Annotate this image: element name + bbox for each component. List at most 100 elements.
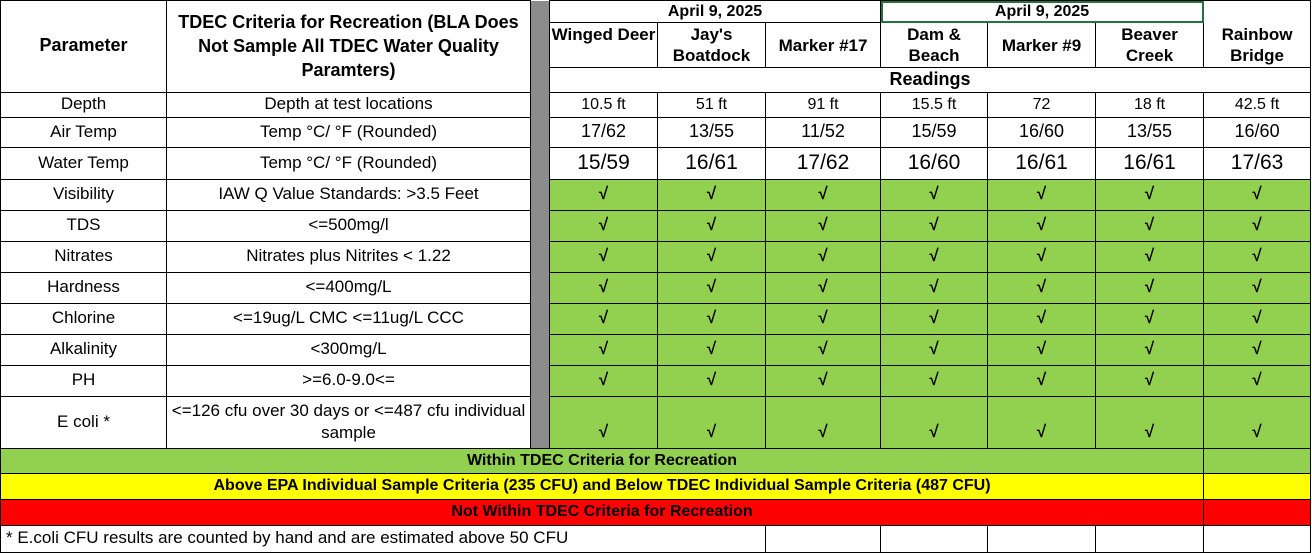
check-cell[interactable]: √ [1203,178,1312,211]
check-cell[interactable]: √ [549,271,658,304]
check-cell[interactable]: √ [880,395,989,449]
check-cell[interactable]: √ [1203,209,1312,242]
check-cell[interactable]: √ [1095,395,1205,449]
cell-value[interactable]: 18 ft [1095,91,1205,118]
check-cell[interactable]: √ [880,178,989,211]
row-parameter[interactable]: E coli * [0,395,167,449]
check-cell[interactable]: √ [549,209,658,242]
row-criteria[interactable]: <=126 cfu over 30 days or <=487 cfu indi… [166,395,531,449]
check-cell[interactable]: √ [764,178,882,211]
empty-cell[interactable] [880,524,989,553]
legend-red[interactable]: Not Within TDEC Criteria for Recreation [0,498,1205,526]
cell-value[interactable]: 16/60 [880,146,989,180]
row-parameter[interactable]: Alkalinity [0,333,167,366]
check-cell[interactable]: √ [1095,209,1205,242]
check-cell[interactable]: √ [987,178,1097,211]
site-header-rainbow-bridge[interactable]: Rainbow Bridge [1203,22,1312,68]
check-cell[interactable]: √ [549,302,658,335]
check-cell[interactable]: √ [987,395,1097,449]
check-cell[interactable]: √ [1203,302,1312,335]
check-cell[interactable]: √ [657,333,766,366]
cell-value[interactable]: 91 ft [764,91,882,118]
empty-cell[interactable] [1203,524,1312,553]
cell-value[interactable]: 72 [987,91,1097,118]
check-cell[interactable]: √ [880,240,989,273]
row-criteria[interactable]: IAW Q Value Standards: >3.5 Feet [166,178,531,211]
check-cell[interactable]: √ [880,271,989,304]
check-cell[interactable]: √ [1095,333,1205,366]
date-group-blank[interactable] [1203,0,1312,23]
check-cell[interactable]: √ [764,395,882,449]
site-header-marker-17[interactable]: Marker #17 [764,22,882,68]
check-cell[interactable]: √ [1095,302,1205,335]
date-group-2[interactable]: April 9, 2025 [880,0,1205,23]
date-group-1[interactable]: April 9, 2025 [548,0,882,23]
cell-value[interactable]: 16/61 [987,146,1097,180]
row-criteria[interactable]: Temp °C/ °F (Rounded) [166,146,531,180]
legend-red-swatch[interactable] [1203,498,1312,526]
check-cell[interactable]: √ [549,395,658,449]
check-cell[interactable]: √ [1203,364,1312,397]
check-cell[interactable]: √ [1203,395,1312,449]
cell-value[interactable]: 16/60 [1203,116,1312,148]
cell-value[interactable]: 17/62 [549,116,658,148]
check-cell[interactable]: √ [1203,333,1312,366]
row-criteria[interactable]: <=400mg/L [166,271,531,304]
row-parameter[interactable]: Nitrates [0,240,167,273]
check-cell[interactable]: √ [987,302,1097,335]
check-cell[interactable]: √ [549,240,658,273]
check-cell[interactable]: √ [657,178,766,211]
check-cell[interactable]: √ [764,240,882,273]
row-parameter[interactable]: Chlorine [0,302,167,335]
check-cell[interactable]: √ [657,302,766,335]
legend-green-swatch[interactable] [1203,447,1312,474]
cell-value[interactable]: 15/59 [880,116,989,148]
check-cell[interactable]: √ [549,333,658,366]
criteria-header[interactable]: TDEC Criteria for Recreation (BLA Does N… [166,0,531,93]
check-cell[interactable]: √ [657,395,766,449]
check-cell[interactable]: √ [764,271,882,304]
legend-yellow-swatch[interactable] [1203,472,1312,500]
row-criteria[interactable]: Depth at test locations [166,91,531,118]
cell-value[interactable]: 10.5 ft [549,91,658,118]
check-cell[interactable]: √ [1095,240,1205,273]
site-header-jays-boatdock[interactable]: Jay's Boatdock [657,22,766,68]
row-parameter[interactable]: Visibility [0,178,167,211]
readings-header[interactable]: Readings [548,66,1312,93]
row-parameter[interactable]: TDS [0,209,167,242]
cell-value[interactable]: 15/59 [549,146,658,180]
cell-value[interactable]: 42.5 ft [1203,91,1312,118]
check-cell[interactable]: √ [987,209,1097,242]
check-cell[interactable]: √ [1203,271,1312,304]
cell-value[interactable]: 16/61 [657,146,766,180]
row-parameter[interactable]: PH [0,364,167,397]
cell-value[interactable]: 16/61 [1095,146,1205,180]
row-parameter[interactable]: Hardness [0,271,167,304]
site-header-winged-deer[interactable]: Winged Deer [549,22,658,68]
row-criteria[interactable]: <300mg/L [166,333,531,366]
check-cell[interactable]: √ [1095,271,1205,304]
cell-value[interactable]: 17/63 [1203,146,1312,180]
check-cell[interactable]: √ [987,364,1097,397]
check-cell[interactable]: √ [880,333,989,366]
check-cell[interactable]: √ [1203,240,1312,273]
cell-value[interactable]: 51 ft [657,91,766,118]
site-header-beaver-creek[interactable]: Beaver Creek [1095,22,1205,68]
row-parameter[interactable]: Depth [0,91,167,118]
cell-value[interactable]: 13/55 [1095,116,1205,148]
legend-green[interactable]: Within TDEC Criteria for Recreation [0,447,1205,474]
check-cell[interactable]: √ [549,364,658,397]
row-parameter[interactable]: Air Temp [0,116,167,148]
footnote-text[interactable]: * E.coli CFU results are counted by hand… [0,524,766,553]
check-cell[interactable]: √ [1095,364,1205,397]
check-cell[interactable]: √ [880,364,989,397]
cell-value[interactable]: 16/60 [987,116,1097,148]
cell-value[interactable]: 15.5 ft [880,91,989,118]
site-header-marker-9[interactable]: Marker #9 [987,22,1097,68]
row-criteria[interactable]: Temp °C/ °F (Rounded) [166,116,531,148]
cell-value[interactable]: 13/55 [657,116,766,148]
parameter-header[interactable]: Parameter [0,0,167,93]
cell-value[interactable]: 11/52 [764,116,882,148]
row-criteria[interactable]: Nitrates plus Nitrites < 1.22 [166,240,531,273]
check-cell[interactable]: √ [987,271,1097,304]
